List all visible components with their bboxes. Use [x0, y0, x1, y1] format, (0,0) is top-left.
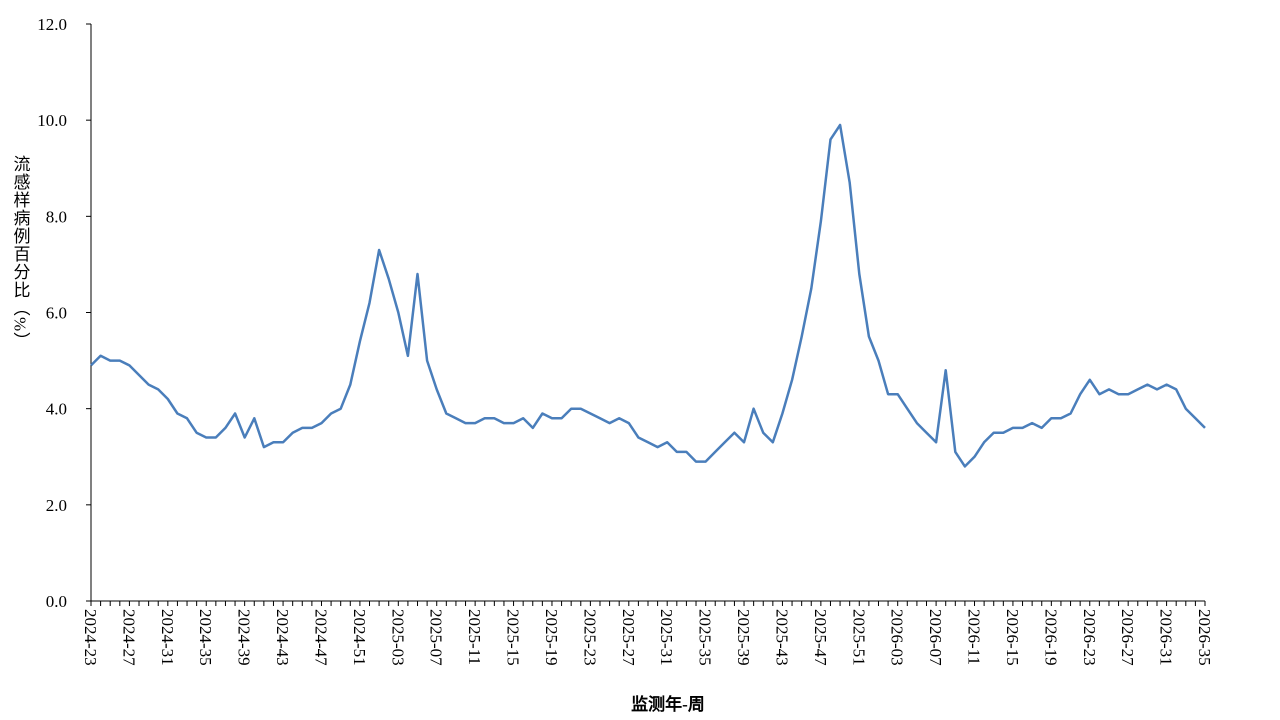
x-tick-label: 2025-27	[619, 609, 638, 666]
x-axis-title: 监测年-周	[631, 694, 705, 714]
y-axis-title: 流感样病例百分比（%）	[11, 155, 31, 350]
x-tick-label: 2025-51	[849, 609, 868, 666]
x-tick-label: 2026-23	[1080, 609, 1099, 666]
x-tick-label: 2024-43	[273, 609, 292, 666]
x-tick-label: 2024-31	[158, 609, 177, 666]
x-tick-label: 2026-15	[1003, 609, 1022, 666]
x-tick-label: 2025-23	[580, 609, 599, 666]
x-tick-label: 2026-31	[1157, 609, 1176, 666]
x-tick-label: 2025-47	[811, 609, 830, 666]
x-tick-label: 2024-23	[81, 609, 100, 666]
x-tick-label: 2026-07	[926, 609, 945, 666]
x-tick-label: 2025-07	[427, 609, 446, 666]
x-tick-label: 2026-35	[1195, 609, 1214, 666]
x-tick-label: 2025-19	[542, 609, 561, 666]
data-line	[90, 123, 1206, 468]
x-tick-label: 2024-51	[350, 609, 369, 666]
y-tick-label: 10.0	[37, 111, 67, 130]
x-tick-label: 2026-27	[1118, 609, 1137, 666]
x-tick-label: 2024-27	[119, 609, 138, 666]
y-tick-label: 2.0	[46, 496, 67, 515]
x-tick-label: 2025-31	[657, 609, 676, 666]
x-tick-label: 2025-35	[696, 609, 715, 666]
x-tick-label: 2024-39	[235, 609, 254, 666]
x-tick-label: 2025-15	[504, 609, 523, 666]
x-tick-label: 2025-43	[772, 609, 791, 666]
x-tick-label: 2026-19	[1041, 609, 1060, 666]
y-tick-label: 6.0	[46, 304, 67, 323]
x-tick-label: 2025-03	[388, 609, 407, 666]
x-tick-label: 2024-35	[196, 609, 215, 666]
y-tick-label: 4.0	[46, 400, 67, 419]
x-tick-label: 2025-39	[734, 609, 753, 666]
y-tick-label: 8.0	[46, 207, 67, 226]
y-tick-label: 0.0	[46, 592, 67, 611]
x-tick-label: 2025-11	[465, 609, 484, 665]
y-tick-label: 12.0	[37, 15, 67, 34]
x-tick-label: 2026-11	[965, 609, 984, 665]
x-tick-label: 2024-47	[311, 609, 330, 666]
x-tick-label: 2026-03	[888, 609, 907, 666]
